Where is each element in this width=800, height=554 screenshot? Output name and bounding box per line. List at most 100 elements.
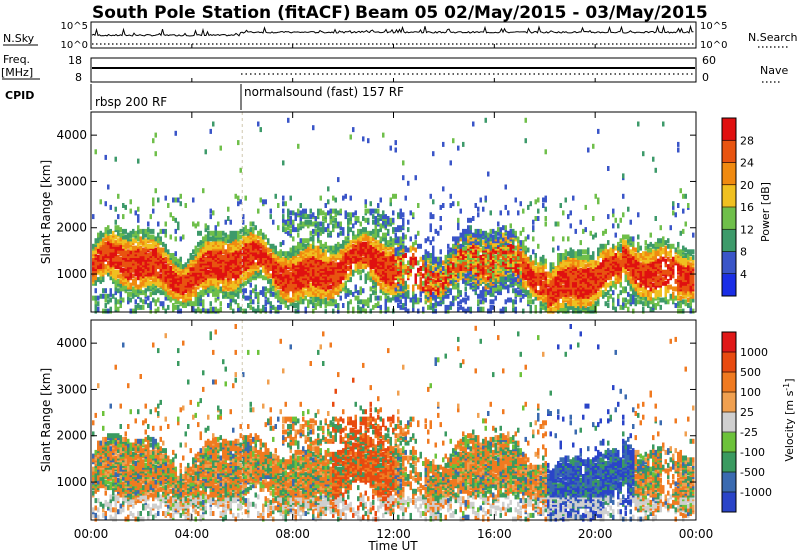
power-cell (489, 304, 492, 310)
power-cell (489, 228, 492, 234)
power-cell (159, 273, 162, 279)
power-cell (364, 247, 367, 253)
power-cell (267, 288, 270, 294)
power-cell (282, 251, 285, 257)
power-cell (237, 303, 240, 308)
power-cell (497, 275, 500, 281)
power-cell (114, 286, 117, 292)
power-cell (522, 227, 525, 233)
power-cell (264, 291, 267, 297)
power-cell (447, 253, 450, 258)
power-cell (282, 256, 285, 262)
power-cell (357, 299, 360, 305)
power-cell (304, 219, 307, 225)
power-cell (459, 243, 462, 249)
power-cell (294, 278, 297, 284)
power-cell (242, 293, 245, 299)
power-cell (132, 293, 135, 299)
power-cell (539, 278, 542, 284)
power-cell (499, 290, 502, 296)
power-cell (252, 269, 255, 275)
power-cell (114, 269, 117, 275)
power-cell (294, 308, 297, 314)
power-cell (207, 256, 210, 262)
power-cell (352, 127, 355, 133)
power-cell (309, 258, 312, 264)
power-cell (332, 291, 335, 297)
power-cell (274, 282, 277, 288)
power-cell (292, 258, 295, 264)
power-cell (534, 199, 537, 205)
power-cell (299, 288, 302, 294)
power-cell (457, 251, 460, 257)
power-cell (529, 288, 532, 294)
power-cell (99, 199, 102, 205)
power-cell (319, 230, 322, 236)
power-cell (422, 258, 425, 264)
power-cell (92, 249, 95, 255)
power-cell (237, 306, 240, 312)
power-cell (469, 266, 472, 271)
power-cell (509, 273, 512, 279)
power-cell (294, 303, 297, 308)
power-cell (207, 269, 210, 275)
power-cell (109, 269, 112, 275)
power-cell (489, 308, 492, 314)
power-cell (197, 230, 200, 236)
power-cell (467, 228, 470, 234)
power-cell (322, 280, 325, 286)
power-cell (332, 195, 335, 201)
power-cell (179, 201, 182, 207)
power-cell (507, 238, 510, 244)
power-cell (434, 297, 437, 303)
power-cell (499, 284, 502, 290)
power-cell (199, 301, 202, 307)
power-cell (97, 247, 100, 253)
power-cell (314, 251, 317, 257)
power-cell (402, 267, 405, 273)
power-cell (237, 293, 240, 299)
power-cell (152, 266, 155, 271)
power-cell (429, 212, 432, 218)
power-cell (234, 230, 237, 236)
power-cell (512, 228, 515, 234)
power-cell (154, 247, 157, 253)
power-cell (342, 256, 345, 262)
power-cell (107, 240, 110, 246)
power-cell (549, 286, 552, 292)
power-cell (244, 225, 247, 231)
power-cell (334, 299, 337, 305)
power-cell (304, 306, 307, 312)
power-cell (504, 236, 507, 242)
power-cell (192, 254, 195, 260)
power-cell (364, 273, 367, 279)
power-cell (197, 221, 200, 227)
power-cell (282, 293, 285, 299)
power-cell (329, 217, 332, 223)
power-cell (344, 243, 347, 249)
power-cell (109, 234, 112, 240)
power-cell (494, 267, 497, 273)
power-cell (287, 297, 290, 303)
power-cell (344, 214, 347, 220)
power-cell (292, 223, 295, 229)
power-cell (119, 290, 122, 296)
power-cell (452, 295, 455, 301)
power-cell (174, 251, 177, 257)
power-cell (489, 236, 492, 242)
power-cell (159, 301, 162, 307)
power-cell (479, 299, 482, 305)
power-cell (112, 273, 115, 279)
power-cell (452, 138, 455, 144)
power-cell (464, 260, 467, 266)
power-cell (334, 303, 337, 308)
power-cell (429, 240, 432, 246)
power-cell (304, 247, 307, 253)
power-cell (97, 232, 100, 238)
power-cell (482, 295, 485, 301)
power-cell (414, 273, 417, 279)
power-cell (302, 278, 305, 284)
power-cell (544, 206, 547, 212)
power-cell (274, 193, 277, 199)
power-cell (229, 301, 232, 307)
